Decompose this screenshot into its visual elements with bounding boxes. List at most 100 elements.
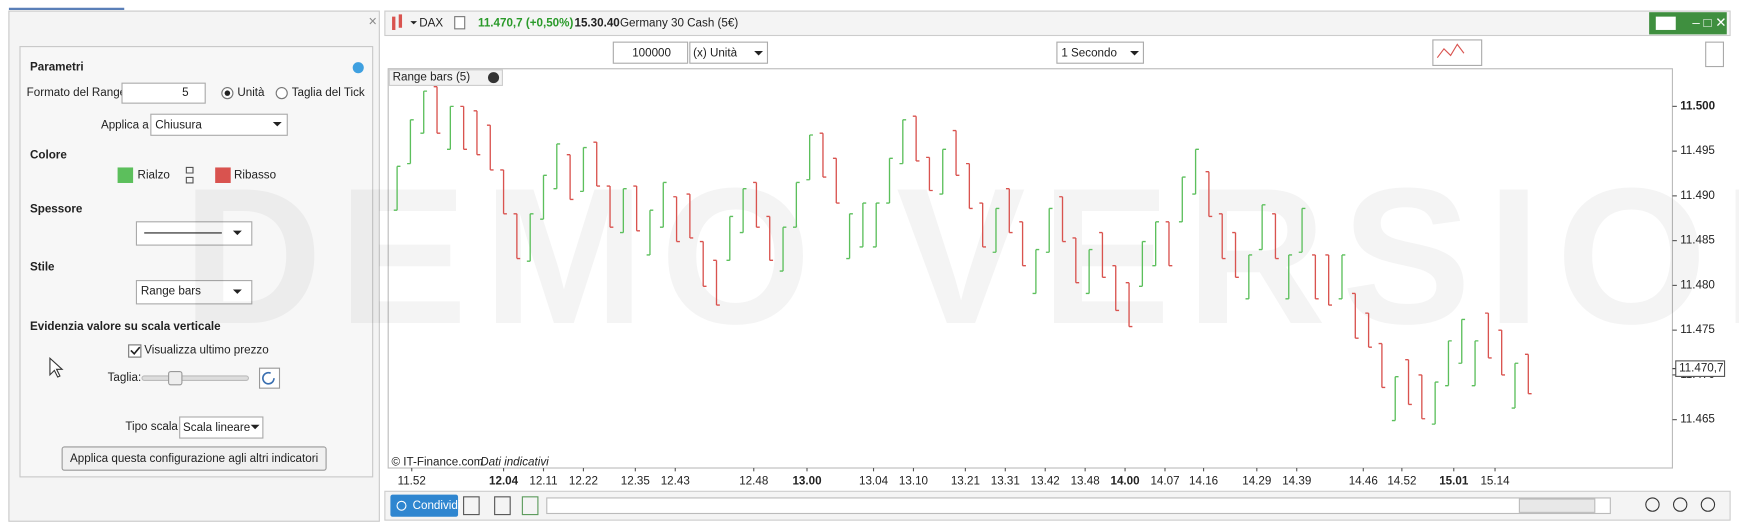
dropdown-arrow bbox=[1130, 51, 1139, 56]
x-tick-label: 12.43 bbox=[661, 474, 690, 487]
range-bar bbox=[1285, 254, 1293, 300]
remove-indicator[interactable] bbox=[487, 72, 500, 84]
unit: (x) Unità bbox=[693, 46, 737, 59]
checkbox-label: Visualizza ultimo prezzo bbox=[144, 344, 269, 357]
checkbox[interactable] bbox=[128, 344, 142, 358]
indicator-icon bbox=[1436, 43, 1465, 59]
time: 15.30.40 bbox=[575, 16, 620, 29]
range-bar bbox=[859, 202, 867, 248]
range-bar bbox=[1125, 282, 1133, 328]
link-icon[interactable] bbox=[185, 166, 194, 184]
range-bar bbox=[726, 215, 734, 261]
x-tick-label: 14.46 bbox=[1349, 474, 1378, 487]
range-bar bbox=[1445, 340, 1452, 387]
close-button[interactable]: × bbox=[368, 14, 376, 30]
legend-label: Rialzo bbox=[138, 168, 170, 181]
range-bar bbox=[1458, 318, 1466, 364]
range-bar bbox=[486, 124, 494, 171]
range-bar bbox=[846, 213, 853, 260]
x-tick-label: 14.39 bbox=[1282, 474, 1311, 487]
range-bar bbox=[1365, 312, 1372, 348]
dropdown-arrow bbox=[232, 289, 242, 294]
slider-track[interactable] bbox=[141, 375, 250, 381]
y-tick-label: 11.490 bbox=[1680, 189, 1715, 202]
range-bar bbox=[473, 110, 481, 156]
indicator-label: Range bars (5) bbox=[393, 71, 471, 84]
watermark: DEMO VERSION bbox=[182, 148, 1739, 365]
interval: 1 Secondo bbox=[1061, 46, 1117, 59]
tool-icon[interactable] bbox=[521, 496, 539, 516]
scrollbar[interactable] bbox=[546, 497, 1611, 515]
side-button[interactable] bbox=[1705, 41, 1724, 68]
symbol[interactable]: DAX bbox=[419, 16, 443, 29]
range-bar bbox=[447, 105, 454, 150]
range-bar bbox=[1178, 176, 1186, 223]
x-tick-label: 15.01 bbox=[1439, 474, 1469, 487]
range-bar bbox=[1232, 231, 1239, 278]
slider-thumb[interactable] bbox=[168, 370, 183, 386]
apply-select[interactable] bbox=[150, 113, 288, 136]
range-bar bbox=[1498, 329, 1506, 376]
range-bar bbox=[1059, 196, 1066, 243]
up-color[interactable] bbox=[117, 167, 134, 183]
range-bar bbox=[1524, 353, 1532, 395]
share-icon bbox=[396, 500, 407, 511]
range-bar bbox=[393, 165, 401, 211]
range-bar bbox=[1152, 221, 1159, 267]
scroll-thumb[interactable] bbox=[1518, 498, 1596, 513]
source: © IT-Finance.com bbox=[392, 456, 484, 469]
range-bar bbox=[1418, 374, 1426, 420]
info-icon[interactable] bbox=[454, 16, 466, 30]
range-bar bbox=[819, 132, 827, 178]
label: Taglia: bbox=[108, 371, 142, 384]
window-buttons[interactable]: ‒ □ ✕ bbox=[1692, 15, 1726, 30]
section-title: Parametri bbox=[30, 61, 84, 74]
interval-select[interactable] bbox=[1056, 41, 1144, 64]
section-title: Spessore bbox=[30, 203, 83, 216]
range-bar bbox=[500, 169, 507, 215]
tool-icon[interactable] bbox=[494, 496, 511, 516]
range-bar bbox=[1391, 376, 1399, 422]
range-bar bbox=[872, 202, 880, 248]
range-bar bbox=[1325, 254, 1333, 306]
range-input[interactable] bbox=[121, 82, 206, 104]
dropdown-arrow bbox=[250, 424, 260, 430]
keyboard-icon[interactable] bbox=[1655, 16, 1676, 30]
scale-select[interactable] bbox=[179, 416, 264, 439]
range-bar bbox=[713, 259, 720, 306]
down-color[interactable] bbox=[215, 167, 231, 183]
apply-all-button[interactable] bbox=[61, 446, 327, 471]
zoom-in[interactable] bbox=[1700, 497, 1716, 512]
x-tick-label: 12.22 bbox=[569, 474, 598, 487]
range-bar bbox=[699, 240, 707, 287]
range-bar bbox=[659, 181, 667, 228]
check-mark bbox=[130, 346, 141, 356]
range-bar bbox=[646, 209, 654, 256]
range-bar bbox=[939, 148, 947, 195]
range-bar bbox=[1085, 248, 1093, 295]
range-bar bbox=[606, 185, 614, 228]
mouse-cursor bbox=[49, 356, 64, 378]
range-bar bbox=[593, 141, 601, 187]
range-bar bbox=[886, 157, 893, 204]
range-bar bbox=[1139, 240, 1146, 287]
help-icon[interactable] bbox=[352, 62, 364, 74]
style-select[interactable] bbox=[135, 280, 253, 305]
zoom-out[interactable] bbox=[1672, 497, 1688, 512]
tool-icon[interactable] bbox=[463, 496, 480, 516]
radio[interactable] bbox=[275, 87, 288, 100]
range-bar bbox=[1351, 292, 1359, 339]
range-bar bbox=[1378, 342, 1386, 389]
plot-area bbox=[387, 68, 1673, 469]
quantity: 100000 bbox=[632, 46, 671, 59]
share-button[interactable] bbox=[390, 494, 459, 517]
chart-type-icon[interactable] bbox=[392, 14, 403, 30]
x-tick-label: 12.35 bbox=[621, 474, 650, 487]
zoom-icon[interactable] bbox=[1645, 497, 1660, 512]
instrument: Germany 30 Cash (5€) bbox=[620, 16, 738, 29]
quantity-input[interactable] bbox=[612, 41, 689, 64]
range-bar bbox=[1072, 237, 1080, 284]
x-tick-label: 14.52 bbox=[1387, 474, 1416, 487]
unit-select[interactable] bbox=[689, 41, 769, 64]
dropdown-arrow bbox=[232, 230, 242, 236]
